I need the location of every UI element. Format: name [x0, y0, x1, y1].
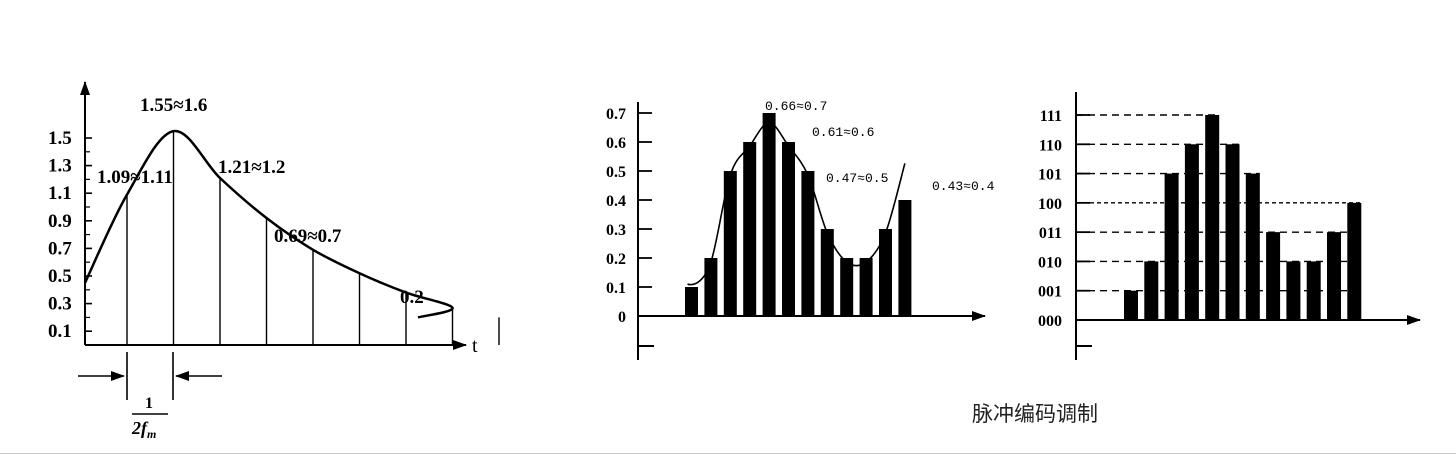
chart2-y-tick-label: 0.3: [606, 222, 626, 239]
binary-code-chart: 000 001 010 011 100 101 110 111: [1038, 92, 1421, 360]
chart3-bar: [1245, 173, 1260, 320]
chart3-bar: [1306, 261, 1321, 320]
annotation-sample-5: 0.69≈0.7: [274, 226, 342, 247]
annotation-sample-1: 1.09≈1.11: [97, 167, 173, 188]
chart2-bar: [820, 229, 834, 316]
chart2-bar: [782, 142, 795, 316]
chart2-y-tick-label: 0.4: [606, 193, 626, 210]
chart2-y-ticks: 0 0.1 0.2 0.3 0.4 0.5 0.6 0.7: [606, 106, 652, 326]
chart3-y-tick-label: 110: [1039, 137, 1062, 154]
chart2-y-tick-label: 0.7: [606, 106, 626, 123]
interval-fraction-numerator: 1: [145, 395, 153, 412]
annotation-sample-3: 1.21≈1.2: [218, 157, 285, 178]
annotation-bar-last: 0.43≈0.4: [932, 179, 995, 194]
chart1-x-axis-label: t: [472, 335, 478, 357]
annotation-bar-6: 0.61≈0.6: [812, 125, 874, 140]
chart1-y-tick-label: 0.1: [48, 321, 72, 342]
chart3-bar: [1266, 232, 1281, 320]
chart1-y-tick-label: 0.5: [48, 266, 72, 287]
chart2-bar: [762, 113, 776, 316]
annotation-peak: 1.55≈1.6: [140, 95, 207, 116]
chart1-signal-curve: [83, 129, 454, 319]
annotation-bar-peak: 0.66≈0.7: [765, 99, 827, 114]
chart1-y-tick-label: 1.1: [48, 183, 72, 204]
bottom-divider: [0, 453, 1456, 454]
chart3-bar: [1205, 115, 1220, 320]
chart3-bar: [1347, 202, 1362, 320]
chart3-bar: [1184, 144, 1199, 320]
chart2-bar: [723, 171, 737, 316]
chart2-bar: [801, 171, 815, 316]
chart2-bar: [879, 229, 892, 316]
chart2-bar: [704, 258, 718, 316]
chart3-y-tick-label: 011: [1039, 225, 1062, 242]
chart2-bar: [859, 258, 873, 316]
chart1-y-tick-label: 1.5: [48, 128, 72, 149]
chart3-y-tick-label: 101: [1038, 167, 1062, 184]
chart3-y-tick-label: 111: [1040, 108, 1062, 125]
chart2-y-tick-label: 0.1: [606, 280, 626, 297]
chart2-bars: [685, 113, 912, 316]
chart3-y-tick-label: 001: [1038, 284, 1062, 301]
figure-caption: 脉冲编码调制: [972, 402, 1098, 426]
chart3-bar: [1144, 261, 1159, 320]
chart2-y-tick-label: 0: [618, 309, 626, 326]
quantized-sample-chart: 0 0.1 0.2 0.3 0.4 0.5 0.6 0.7 0.66≈0.7 0.61≈0.6…: [606, 99, 995, 360]
chart3-bar: [1225, 144, 1240, 320]
chart3-y-tick-label: 100: [1038, 196, 1062, 213]
chart3-bar: [1327, 232, 1341, 320]
chart1-y-tick-label: 0.7: [48, 238, 72, 259]
chart2-bar: [685, 287, 698, 316]
chart2-y-tick-label: 0.6: [606, 135, 626, 152]
interval-fraction-denominator: 2fm: [131, 418, 156, 441]
chart2-signal-curve: [687, 121, 906, 286]
chart3-bar: [1286, 261, 1301, 320]
chart3-y-tick-label: 010: [1038, 254, 1062, 271]
chart3-y-ticks: 000 001 010 011 100 101 110 111: [1038, 108, 1090, 330]
chart3-bar: [1124, 290, 1138, 320]
annotation-bar-7: 0.47≈0.5: [826, 171, 888, 186]
annotation-last-sample: 0.2: [400, 287, 424, 308]
chart2-y-tick-label: 0.2: [606, 251, 626, 268]
chart3-bar: [1164, 173, 1179, 320]
chart1-y-tick-label: 0.3: [48, 294, 72, 315]
chart2-bar: [743, 142, 757, 316]
chart1-sample-lines: [126, 131, 500, 345]
chart2-y-tick-label: 0.5: [606, 164, 626, 181]
chart3-y-tick-label: 000: [1038, 313, 1062, 330]
chart1-y-tick-label: 1.3: [48, 156, 72, 177]
chart1-y-tick-label: 0.9: [48, 211, 72, 232]
chart1-y-ticks: 0.1 0.3 0.5 0.7 0.9 1.1 1.3 1.5: [48, 128, 92, 342]
chart3-bars: [1124, 115, 1362, 320]
analog-signal-chart: 0.1 0.3 0.5 0.7 0.9 1.1 1.3 1.5 t 1.55≈1.6 1.09…: [48, 81, 500, 441]
chart2-bar: [840, 258, 854, 316]
chart2-bar: [898, 200, 912, 316]
